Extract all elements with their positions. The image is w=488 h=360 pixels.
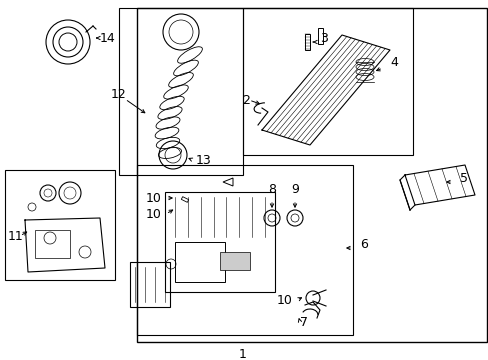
Bar (243, 8, 412, 155)
Bar (164, 192, 274, 292)
Text: 3: 3 (319, 31, 327, 45)
Text: 14: 14 (100, 31, 116, 45)
Text: 11: 11 (8, 230, 24, 243)
Text: 2: 2 (242, 94, 249, 107)
Bar (119, 8, 243, 175)
Text: 1: 1 (239, 348, 246, 360)
Text: 10: 10 (277, 293, 292, 306)
Text: 6: 6 (359, 238, 367, 252)
Text: 5: 5 (459, 171, 467, 184)
Text: 9: 9 (290, 183, 298, 196)
Bar (220, 252, 249, 270)
Text: 10: 10 (146, 207, 162, 220)
Bar (305, 34, 309, 50)
Text: 7: 7 (299, 316, 307, 329)
Text: 13: 13 (196, 153, 211, 166)
Text: 10: 10 (146, 192, 162, 204)
Bar (137, 8, 486, 342)
Bar (175, 242, 224, 282)
Text: 4: 4 (389, 55, 397, 68)
Bar (137, 165, 352, 335)
Bar (317, 28, 323, 44)
Bar (5, 170, 115, 280)
Text: 12: 12 (110, 89, 126, 102)
Bar (35, 230, 70, 258)
Text: 8: 8 (267, 183, 275, 196)
Bar (130, 262, 170, 307)
